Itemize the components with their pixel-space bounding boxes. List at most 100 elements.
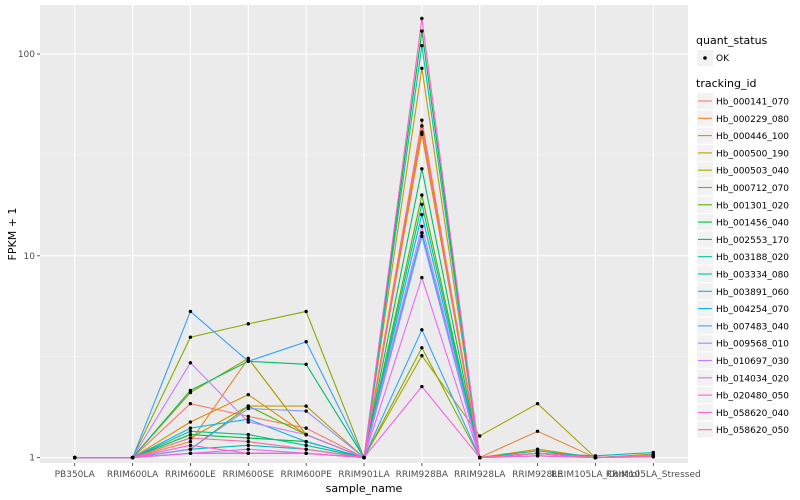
data-point xyxy=(246,414,250,419)
x-axis-title: sample_name xyxy=(326,482,403,495)
data-point xyxy=(304,362,308,366)
data-point xyxy=(73,455,77,460)
data-point xyxy=(246,443,250,448)
legend-label: Hb_000503_040 xyxy=(716,167,789,177)
data-point xyxy=(420,43,424,48)
data-point xyxy=(420,132,424,137)
x-tick-label: RRIM901LA xyxy=(338,470,390,480)
legend-label: Hb_009568_010 xyxy=(716,340,789,350)
legend-label: Hb_003891_060 xyxy=(716,288,789,298)
x-tick-label: RRIM600LE xyxy=(165,470,216,480)
legend-label: Hb_001456_040 xyxy=(716,219,789,229)
data-point xyxy=(188,436,193,440)
data-point xyxy=(188,447,193,451)
legend-label: Hb_001301_020 xyxy=(716,201,789,211)
data-point xyxy=(304,426,308,430)
legend-label: Hb_000500_190 xyxy=(716,149,789,159)
legend-label: Hb_003334_080 xyxy=(716,271,789,281)
y-tick-label: 1 xyxy=(29,454,35,464)
series-legend-items: Hb_000141_070 Hb_000229_080 Hb_000446_100 H… xyxy=(697,93,789,438)
data-point xyxy=(420,118,424,122)
data-point xyxy=(188,335,193,339)
legend-label: Hb_000446_100 xyxy=(716,132,789,142)
data-point xyxy=(535,449,540,453)
data-point xyxy=(420,346,424,350)
x-tick-label: RRIM600PE xyxy=(281,470,333,480)
x-tick-label: RRIM105LA_Stressed xyxy=(606,470,701,480)
points-legend-label: OK xyxy=(716,54,730,64)
data-point xyxy=(420,193,424,197)
legend-label: Hb_000712_070 xyxy=(716,184,789,194)
data-point xyxy=(420,384,424,389)
data-point xyxy=(246,356,250,361)
legend-label: Hb_003188_020 xyxy=(716,253,789,263)
legend-label: Hb_010697_030 xyxy=(716,357,789,367)
data-point xyxy=(246,404,250,408)
data-point xyxy=(420,167,424,171)
data-point xyxy=(535,429,540,433)
data-point xyxy=(535,401,540,406)
data-point xyxy=(304,439,308,444)
x-axis-ticks: PB350LA RRIM600LA RRIM600LE RRIM600SE RRIM60… xyxy=(55,463,701,480)
y-axis-title: FPKM + 1 xyxy=(6,208,19,261)
data-point xyxy=(420,16,424,21)
data-point xyxy=(188,439,193,444)
y-tick-label: 10 xyxy=(24,252,36,262)
data-point xyxy=(188,451,193,456)
data-point xyxy=(130,455,135,460)
legend-label: Hb_058620_040 xyxy=(716,409,789,419)
data-point xyxy=(188,426,193,430)
data-point xyxy=(304,447,308,451)
y-axis-ticks: 1 10 100 xyxy=(18,50,40,464)
data-point xyxy=(188,429,193,433)
x-tick-label: RRIM600SE xyxy=(223,470,275,480)
x-tick-label: RRIM928LA xyxy=(454,470,506,480)
data-point xyxy=(478,455,482,460)
data-point xyxy=(420,202,424,207)
data-point xyxy=(188,361,193,365)
data-points xyxy=(73,16,655,460)
data-point xyxy=(420,66,424,70)
data-point xyxy=(188,443,193,448)
data-point xyxy=(478,434,482,438)
x-tick-label: RRIM105LA_Control xyxy=(551,470,640,480)
legend-label: Hb_007483_040 xyxy=(716,322,789,332)
data-point xyxy=(304,309,308,314)
data-point xyxy=(246,359,250,364)
points-legend-dot xyxy=(703,56,707,60)
data-point xyxy=(246,439,250,444)
legend-label: Hb_004254_070 xyxy=(716,305,789,315)
data-point xyxy=(420,124,424,128)
legend-label: Hb_020480_050 xyxy=(716,392,789,402)
x-tick-label: RRIM600LA xyxy=(107,470,159,480)
data-point xyxy=(246,406,250,411)
x-tick-label: PB350LA xyxy=(55,470,96,480)
legend-label: Hb_002553_170 xyxy=(716,236,789,246)
data-point xyxy=(420,328,424,332)
data-point xyxy=(246,432,250,437)
data-point xyxy=(420,231,424,235)
data-point xyxy=(535,451,540,456)
data-point xyxy=(246,420,250,424)
data-point xyxy=(304,432,308,437)
data-point xyxy=(246,436,250,440)
data-point xyxy=(246,447,250,451)
data-point xyxy=(188,420,193,424)
data-point xyxy=(246,322,250,326)
data-point xyxy=(304,409,308,413)
legend: quant_status OK tracking_id Hb_000141_07… xyxy=(696,34,789,438)
data-point xyxy=(304,451,308,456)
data-point xyxy=(188,401,193,406)
data-point xyxy=(304,443,308,448)
data-point xyxy=(651,450,655,455)
data-point xyxy=(593,455,598,460)
y-tick-label: 100 xyxy=(18,50,35,60)
data-point xyxy=(304,404,308,408)
data-point xyxy=(420,212,424,217)
legend-label: Hb_014034_020 xyxy=(716,374,789,384)
data-point xyxy=(362,455,366,460)
legend-label: Hb_058620_050 xyxy=(716,426,789,436)
data-point xyxy=(420,275,424,280)
legend-label: Hb_000141_070 xyxy=(716,98,789,108)
data-point xyxy=(535,454,540,458)
